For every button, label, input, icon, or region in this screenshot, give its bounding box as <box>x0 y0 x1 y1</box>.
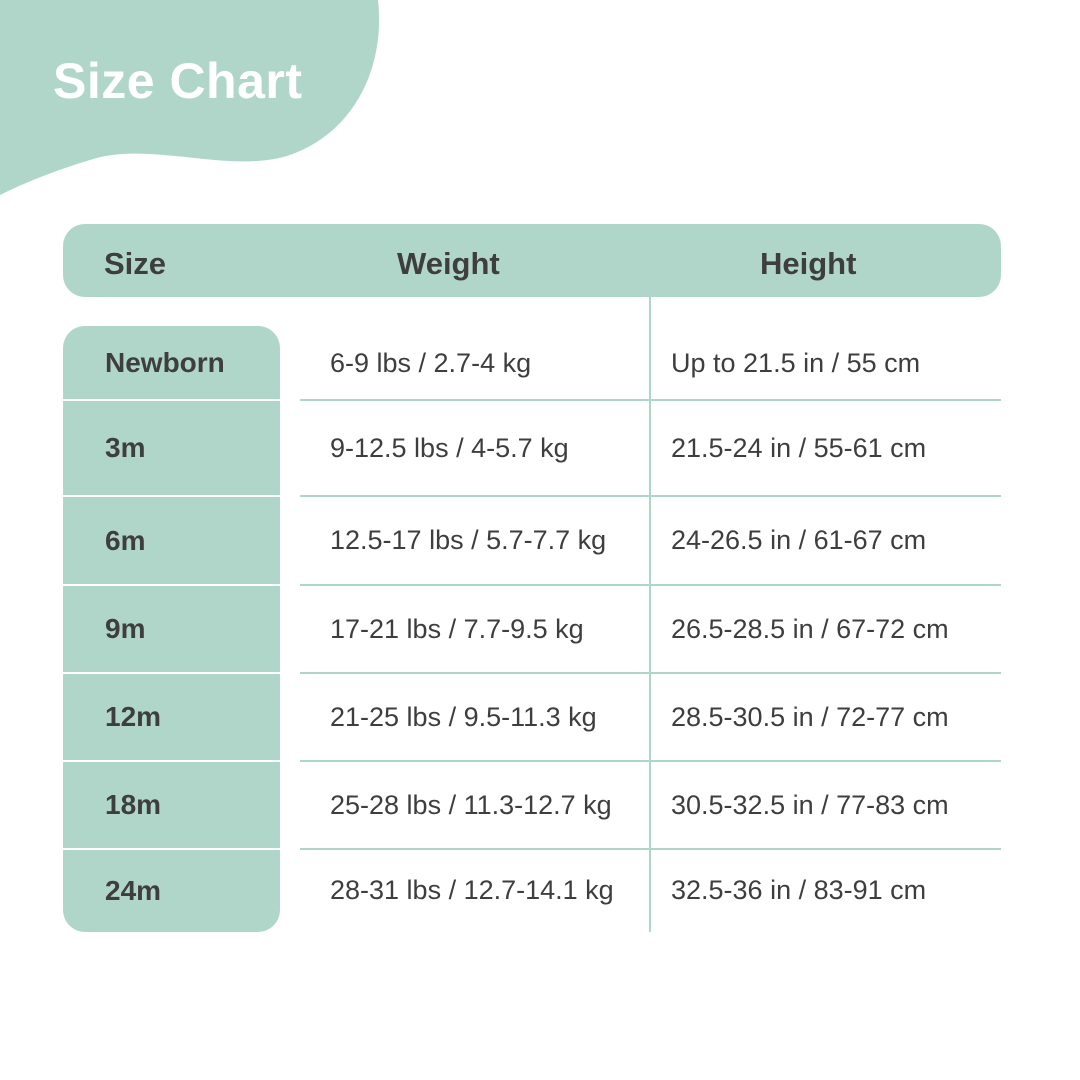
height-cell: 28.5-30.5 in / 72-77 cm <box>671 701 949 732</box>
size-cell: 24m <box>105 874 162 906</box>
height-cell: 24-26.5 in / 61-67 cm <box>671 525 927 555</box>
row-divider <box>300 495 1001 497</box>
title-blob-shape <box>0 0 380 195</box>
size-cell: Newborn <box>105 347 225 378</box>
height-cell: 26.5-28.5 in / 67-72 cm <box>671 613 949 644</box>
row-divider <box>300 399 1001 401</box>
table-header: Size Weight Height <box>63 224 1001 297</box>
column-header-weight: Weight <box>397 246 500 281</box>
height-cell: Up to 21.5 in / 55 cm <box>671 347 921 378</box>
weight-cell: 9-12.5 lbs / 4-5.7 kg <box>330 432 569 463</box>
weight-cell: 6-9 lbs / 2.7-4 kg <box>330 347 532 378</box>
size-cell: 6m <box>105 524 146 556</box>
size-cell: 9m <box>105 613 146 644</box>
weight-cell: 17-21 lbs / 7.7-9.5 kg <box>330 613 584 644</box>
row-divider <box>63 399 280 401</box>
row-divider <box>300 848 1001 850</box>
weight-cell: 21-25 lbs / 9.5-11.3 kg <box>330 701 597 732</box>
weight-cell: 25-28 lbs / 11.3-12.7 kg <box>330 789 612 820</box>
size-column: Newborn 3m 6m 9m 12m 18m 24m <box>63 326 280 932</box>
row-divider <box>63 848 280 850</box>
row-divider <box>63 584 280 586</box>
height-cell: 21.5-24 in / 55-61 cm <box>671 432 927 463</box>
column-header-height: Height <box>760 246 857 281</box>
height-cell: 32.5-36 in / 83-91 cm <box>671 875 927 905</box>
row-divider <box>300 760 1001 762</box>
weight-cell: 12.5-17 lbs / 5.7-7.7 kg <box>330 525 607 555</box>
weight-cell: 28-31 lbs / 12.7-14.1 kg <box>330 875 614 905</box>
row-divider <box>63 760 280 762</box>
column-divider <box>649 297 651 932</box>
page-title: Size Chart <box>53 53 303 109</box>
column-header-size: Size <box>104 246 167 281</box>
height-cell: 30.5-32.5 in / 77-83 cm <box>671 789 949 820</box>
row-divider <box>63 495 280 497</box>
size-cell: 3m <box>105 432 146 463</box>
row-divider <box>63 672 280 674</box>
size-cell: 12m <box>105 701 162 732</box>
row-divider <box>300 584 1001 586</box>
row-divider <box>300 672 1001 674</box>
size-cell: 18m <box>105 789 162 820</box>
